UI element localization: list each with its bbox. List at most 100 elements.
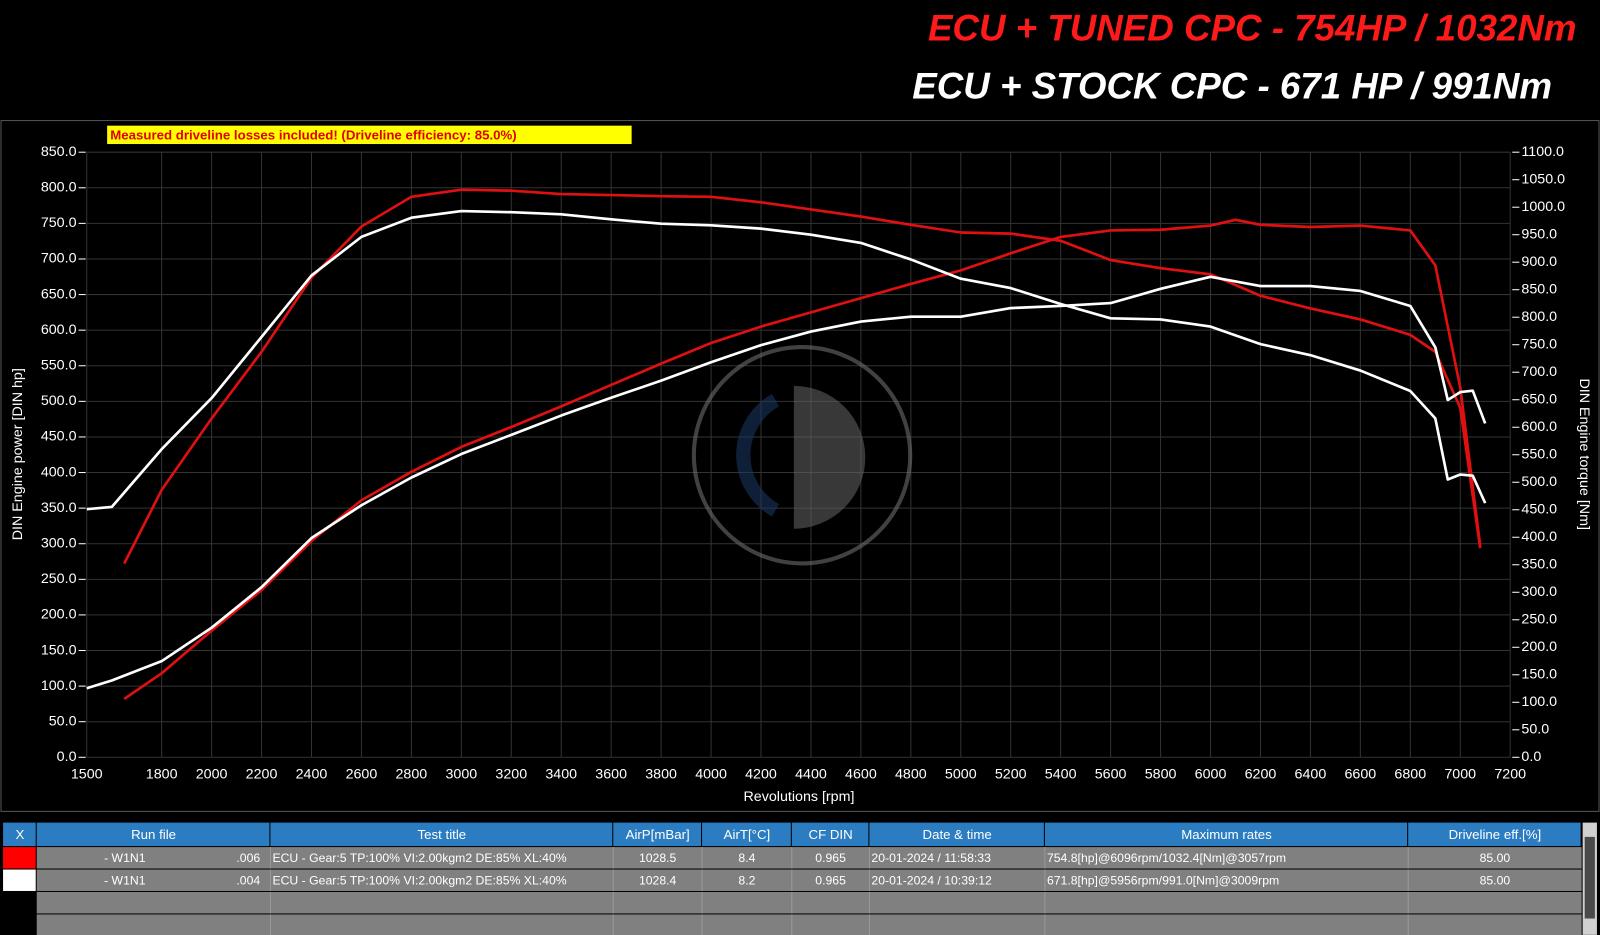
- y-tick-label: 750.0: [41, 215, 77, 231]
- table-x-cell: [3, 914, 36, 935]
- y2-tick-label: 900.0: [1521, 254, 1557, 270]
- y2-tick-label: 250.0: [1521, 612, 1557, 628]
- table-row: [36, 891, 1582, 914]
- x-tick-label: 6800: [1394, 766, 1426, 782]
- x-tick-label: 4800: [895, 766, 927, 782]
- table-cell: 85.00: [1480, 874, 1511, 888]
- watermark-c: [736, 393, 780, 517]
- table-header-cell: [3, 822, 36, 847]
- y2-tick-label: 850.0: [1521, 281, 1557, 297]
- table-header: CF DIN: [809, 827, 853, 842]
- table-cell: ECU - Gear:5 TP:100% VI:2.00kgm2 DE:85% …: [272, 874, 566, 888]
- data-line: [123, 218, 1482, 701]
- y2-tick-label: 0.0: [1521, 749, 1541, 765]
- table-cell: 1028.4: [639, 874, 677, 888]
- x-tick-label: 5400: [1045, 766, 1077, 782]
- table-cell: 8.4: [738, 851, 755, 865]
- x-tick-label: 4200: [745, 766, 777, 782]
- table-row: [36, 914, 1582, 935]
- scrollbar-thumb: [1584, 836, 1595, 919]
- table-cell: - W1N1: [104, 874, 146, 888]
- y-tick-label: 50.0: [49, 713, 77, 729]
- table-cell: 671.8[hp]@5956rpm/991.0[Nm]@3009rpm: [1047, 874, 1279, 888]
- table-cell: 20-01-2024 / 11:58:33: [871, 851, 991, 865]
- y2-tick-label: 800.0: [1521, 309, 1557, 325]
- x-tick-label: 6000: [1195, 766, 1227, 782]
- table-cell: 85.00: [1480, 851, 1511, 865]
- y-tick-label: 150.0: [41, 642, 77, 658]
- table-header-cell: [869, 822, 1044, 847]
- y2-tick-label: 750.0: [1521, 336, 1557, 352]
- y2-tick-label: 650.0: [1521, 392, 1557, 408]
- y2-tick-label: 1000.0: [1521, 199, 1565, 215]
- y-axis-label: DIN Engine power [DIN hp]: [10, 368, 26, 540]
- y-tick-label: 0.0: [57, 749, 77, 765]
- y2-tick-label: 550.0: [1521, 447, 1557, 463]
- x-tick-label: 5600: [1095, 766, 1127, 782]
- y2-tick-label: 50.0: [1521, 722, 1549, 738]
- table-x-cell: [3, 869, 36, 891]
- y-tick-label: 600.0: [41, 322, 77, 338]
- y-tick-label: 450.0: [41, 429, 77, 445]
- x-tick-label: 2800: [396, 766, 428, 782]
- y-tick-label: 650.0: [41, 286, 77, 302]
- table-header-cell: [1044, 822, 1408, 847]
- table-header: Maximum rates: [1181, 827, 1272, 842]
- x-tick-label: 3800: [645, 766, 677, 782]
- x-tick-label: 6400: [1295, 766, 1327, 782]
- table-cell: ECU - Gear:5 TP:100% VI:2.00kgm2 DE:85% …: [272, 851, 566, 865]
- x-tick-label: 5000: [945, 766, 977, 782]
- y-tick-label: 550.0: [41, 358, 77, 374]
- table-cell: 8.2: [738, 874, 755, 888]
- y2-tick-label: 600.0: [1521, 419, 1557, 435]
- y-tick-label: 500.0: [41, 393, 77, 409]
- y2-tick-label: 300.0: [1521, 584, 1557, 600]
- y2-tick-label: 500.0: [1521, 474, 1557, 490]
- table-cell: .004: [236, 874, 260, 888]
- x-tick-label: 3400: [545, 766, 577, 782]
- table-cell: 754.8[hp]@6096rpm/1032.4[Nm]@3057rpm: [1047, 851, 1286, 865]
- table-header: X: [15, 827, 24, 842]
- x-tick-label: 7200: [1494, 766, 1526, 782]
- y2-tick-label: 400.0: [1521, 529, 1557, 545]
- x-axis-label: Revolutions [rpm]: [743, 789, 854, 805]
- x-tick-label: 2000: [196, 766, 228, 782]
- table-row: [36, 847, 1582, 869]
- annotation: Measured driveline losses included! (Dri…: [110, 127, 516, 142]
- table-cell: 20-01-2024 / 10:39:12: [871, 874, 992, 888]
- table-x-cell: [3, 847, 36, 869]
- table-cell: 1028.5: [639, 851, 677, 865]
- table-header-cell: [1408, 822, 1581, 847]
- annotation-box: [107, 125, 632, 145]
- y-tick-label: 250.0: [41, 571, 77, 587]
- y-tick-label: 850.0: [41, 144, 77, 160]
- subtitle: ECU + STOCK CPC - 671 HP / 991Nm: [912, 66, 1552, 107]
- y2-tick-label: 1100.0: [1521, 144, 1564, 160]
- table-x-cell: [3, 891, 36, 914]
- table-header: AirP[mBar]: [626, 827, 690, 842]
- x-tick-label: 4600: [845, 766, 877, 782]
- table-header: Date & time: [923, 827, 992, 842]
- y2-tick-label: 200.0: [1521, 639, 1557, 655]
- y-tick-label: 800.0: [41, 180, 77, 196]
- y-tick-label: 300.0: [41, 535, 77, 551]
- x-tick-label: 2200: [246, 766, 278, 782]
- table-header: Test title: [418, 827, 467, 842]
- x-tick-label: 2600: [346, 766, 378, 782]
- watermark-ring: [691, 345, 913, 566]
- table-header-cell: [791, 822, 869, 847]
- x-tick-label: 3200: [495, 766, 527, 782]
- x-tick-label: 4000: [695, 766, 727, 782]
- title: ECU + TUNED CPC - 754HP / 1032Nm: [928, 7, 1577, 48]
- table-row: [36, 869, 1582, 891]
- table-cell: .006: [236, 851, 260, 865]
- y2-tick-label: 100.0: [1521, 694, 1557, 710]
- y2-tick-label: 700.0: [1521, 364, 1557, 380]
- y-tick-label: 400.0: [41, 464, 77, 480]
- y-tick-label: 200.0: [41, 607, 77, 623]
- x-tick-label: 4400: [795, 766, 827, 782]
- y2-tick-label: 950.0: [1521, 226, 1557, 242]
- table-cell: 0.965: [815, 874, 846, 888]
